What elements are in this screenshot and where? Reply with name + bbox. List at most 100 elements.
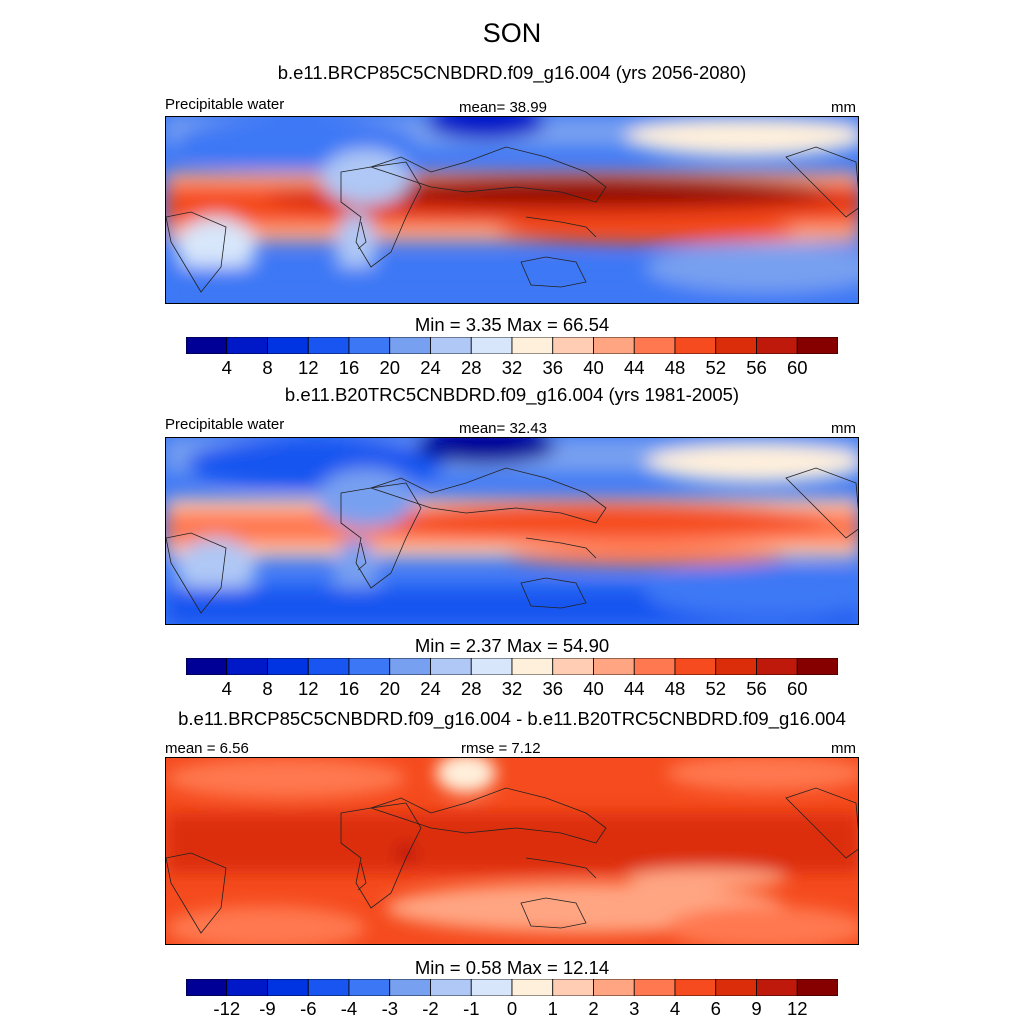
colorbar-tick-label: 32 [501,678,523,699]
colorbar-tick-label: 28 [461,678,482,699]
panel-2-variable-label: Precipitable water [165,416,285,433]
colorbar-tick-label: 60 [787,678,808,699]
colorbar-swatch [226,658,268,675]
colorbar-swatch [552,979,594,996]
colorbar-swatch [267,979,309,996]
colorbar-swatch [756,658,798,675]
colorbar-tick-label: 0 [506,998,518,1019]
colorbar-swatch [715,337,757,354]
colorbar-tick-label: 12 [298,678,319,699]
colorbar-swatch [593,979,635,996]
colorbar-swatch [348,337,391,354]
colorbar-tick-label: 24 [420,678,441,699]
colorbar-tick-label: 2 [588,998,599,1019]
colorbar-tick-label: 4 [221,357,232,378]
colorbar-swatch [267,658,309,675]
colorbar-tick-label: 3 [629,998,640,1019]
colorbar-swatch [267,337,309,354]
panel-1-variable-label: Precipitable water [165,96,285,113]
panel-2-map [165,437,859,625]
colorbar-swatch [593,337,635,354]
panel-3-minmax: Min = 0.58 Max = 12.14 [414,957,610,978]
colorbar-swatch [186,337,228,354]
panel-3-rmse-label: rmse = 7.12 [461,740,541,757]
colorbar-swatch [593,658,635,675]
colorbar-swatch [674,337,717,354]
colorbar-tick-label: 1 [547,998,558,1019]
colorbar-swatch [756,979,798,996]
colorbar-tick-label: 24 [420,357,441,378]
panel-1-mean-label: mean= 38.99 [459,99,547,116]
panel-1-minmax: Min = 3.35 Max = 66.54 [414,314,610,335]
colorbar-swatch [307,337,350,354]
colorbar-swatch [186,658,228,675]
panel-3-colorbar-ticks: -12 -9 -6 -4 -3 -2 -1 0 1 2 3 4 6 9 12 [186,998,838,1020]
colorbar-tick-label: 40 [583,678,604,699]
colorbar-swatch [633,658,676,675]
colorbar-tick-label: 52 [705,678,727,699]
panel-3-mean-label: mean = 6.56 [165,740,249,757]
colorbar-tick-label: 40 [583,357,604,378]
colorbar-swatch [633,337,676,354]
colorbar-tick-label: 56 [746,678,767,699]
colorbar-tick-label: 16 [338,678,360,699]
colorbar-swatch [633,979,676,996]
colorbar-tick-label: 52 [705,357,727,378]
panel-1-units-label: mm [831,99,856,116]
panel-1-colorbar-ticks: 4 8 12 16 20 24 28 32 36 40 44 48 52 56 60 [186,357,838,379]
colorbar-tick-label: 8 [262,357,273,378]
colorbar-tick-label: -2 [422,998,439,1019]
colorbar-swatch [796,337,838,354]
colorbar-swatch [552,337,594,354]
panel-2-minmax: Min = 2.37 Max = 54.90 [414,635,610,656]
colorbar-tick-label: -9 [259,998,276,1019]
colorbar-swatch [389,337,431,354]
figure-title: SON [482,18,542,48]
colorbar-swatch [674,979,717,996]
colorbar-swatch [796,658,838,675]
panel-3-map [165,757,859,945]
colorbar-swatch [389,979,431,996]
colorbar-swatch [307,658,350,675]
colorbar-tick-label: 6 [710,998,721,1019]
colorbar-swatch [470,979,513,996]
colorbar-swatch [552,658,594,675]
panel-3-subtitle: b.e11.BRCP85C5CNBDRD.f09_g16.004 - b.e11… [178,708,846,729]
colorbar-tick-label: 9 [751,998,762,1019]
colorbar-tick-label: -3 [381,998,399,1019]
panel-2-subtitle: b.e11.B20TRC5CNBDRD.f09_g16.004 (yrs 198… [284,384,740,405]
colorbar-tick-label: 20 [379,357,401,378]
colorbar-tick-label: 60 [787,357,808,378]
panel-2-colorbar-ticks: 4 8 12 16 20 24 28 32 36 40 44 48 52 56 60 [186,678,838,700]
colorbar-swatch [348,658,391,675]
colorbar-swatch [226,979,268,996]
colorbar-tick-label: 44 [624,678,645,699]
colorbar-swatch [470,337,513,354]
colorbar-tick-label: 4 [669,998,681,1019]
colorbar-swatch [511,658,554,675]
colorbar-tick-label: 28 [461,357,482,378]
colorbar-swatch [470,658,513,675]
colorbar-swatch [715,658,757,675]
panel-3-units-label: mm [831,740,856,757]
panel-1-map [165,116,859,304]
colorbar-swatch [307,979,350,996]
colorbar-swatch [715,979,757,996]
colorbar-tick-label: 16 [338,357,360,378]
colorbar-tick-label: 48 [664,678,686,699]
colorbar-tick-label: 12 [298,357,319,378]
colorbar-tick-label: 12 [787,998,808,1019]
colorbar-swatch [226,337,268,354]
colorbar-swatch [756,337,798,354]
panel-1-colorbar [186,337,838,354]
colorbar-tick-label: -4 [340,998,358,1019]
colorbar-swatch [430,658,472,675]
colorbar-swatch [430,979,472,996]
colorbar-swatch [511,337,554,354]
colorbar-tick-label: 56 [746,357,767,378]
panel-2-units-label: mm [831,420,856,437]
colorbar-tick-label: 36 [542,678,564,699]
colorbar-swatch [674,658,717,675]
colorbar-tick-label: -12 [213,998,241,1019]
colorbar-swatch [430,337,472,354]
